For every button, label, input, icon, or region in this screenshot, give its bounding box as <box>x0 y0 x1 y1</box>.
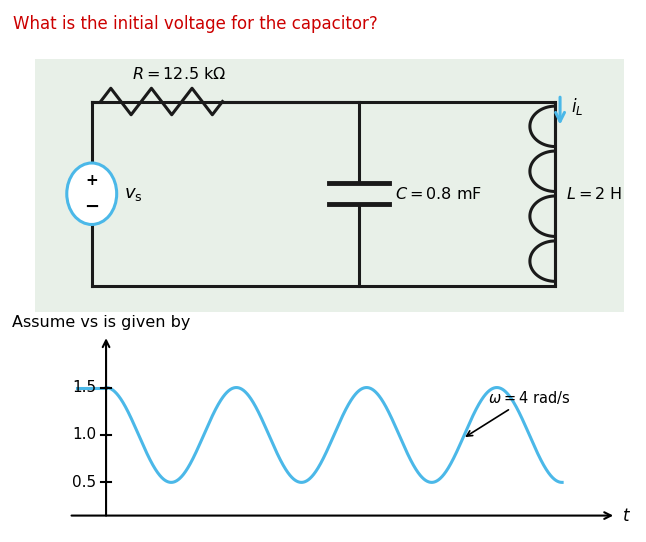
Text: $i_L$: $i_L$ <box>571 96 583 117</box>
Text: 1.0: 1.0 <box>72 428 96 442</box>
Text: $\omega = 4\ \mathrm{rad/s}$: $\omega = 4\ \mathrm{rad/s}$ <box>466 389 570 436</box>
Text: $R = 12.5\ \mathrm{k\Omega}$: $R = 12.5\ \mathrm{k\Omega}$ <box>132 66 227 82</box>
Text: Assume vs is given by: Assume vs is given by <box>12 315 190 330</box>
Text: What is the initial voltage for the capacitor?: What is the initial voltage for the capa… <box>13 15 378 34</box>
Ellipse shape <box>67 163 117 224</box>
Text: −: − <box>84 198 99 216</box>
FancyBboxPatch shape <box>36 59 623 312</box>
Text: 1.5: 1.5 <box>72 380 96 395</box>
Text: $t$: $t$ <box>622 507 631 525</box>
Text: $L = 2\ \mathrm{H}$: $L = 2\ \mathrm{H}$ <box>566 186 623 202</box>
Text: +: + <box>85 173 98 188</box>
Text: 0.5: 0.5 <box>72 475 96 490</box>
Text: $v_\mathrm{s}$: $v_\mathrm{s}$ <box>124 185 143 203</box>
Text: $C = 0.8\ \mathrm{mF}$: $C = 0.8\ \mathrm{mF}$ <box>395 186 482 202</box>
